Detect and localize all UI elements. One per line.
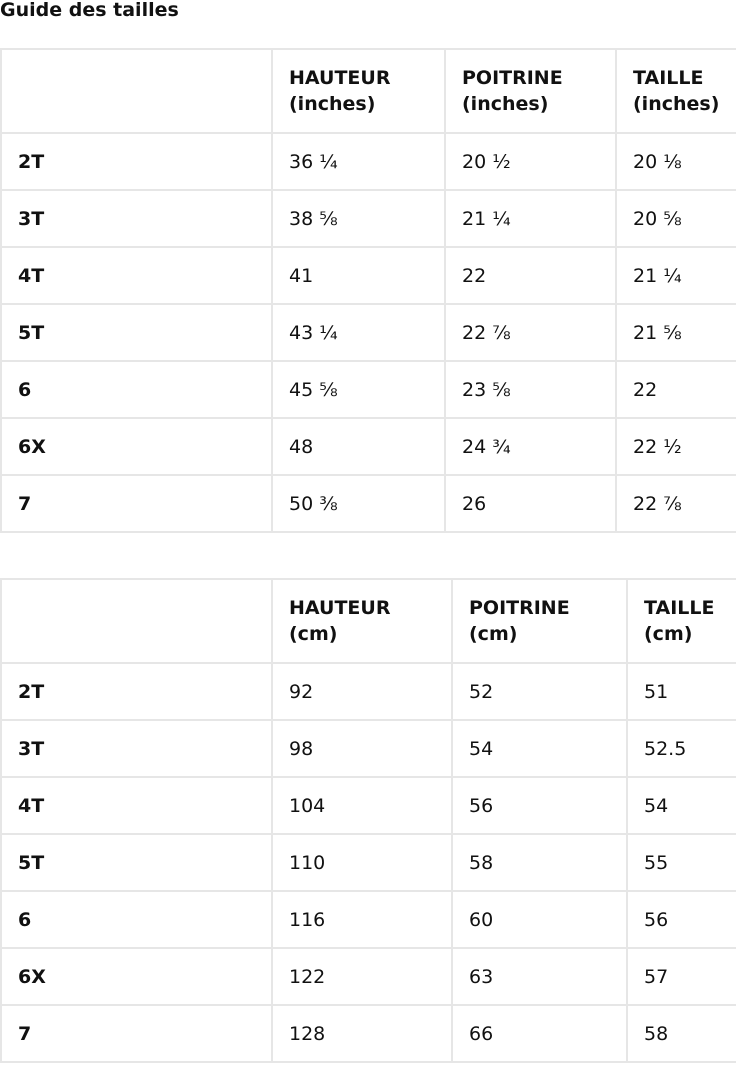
size-label: 3T: [0, 189, 273, 248]
table-row: 6 116 60 56: [0, 890, 736, 949]
measurement-cell: 21 ¼: [615, 246, 736, 305]
table-row: 5T 43 ¼ 22 ⅞ 21 ⅝: [0, 303, 736, 362]
size-label: 6X: [0, 417, 273, 476]
table-row: 6X 122 63 57: [0, 947, 736, 1006]
measurement-cell: 22 ½: [615, 417, 736, 476]
measurement-cell: 57: [626, 947, 736, 1006]
table-row: 6X 48 24 ¾ 22 ½: [0, 417, 736, 476]
size-label: 2T: [0, 662, 273, 721]
column-header: HAUTEUR (inches): [271, 48, 446, 134]
column-header: HAUTEUR (cm): [271, 578, 453, 664]
table-row: 4T 41 22 21 ¼: [0, 246, 736, 305]
measurement-cell: 60: [451, 890, 628, 949]
table-row: 3T 38 ⅝ 21 ¼ 20 ⅝: [0, 189, 736, 248]
column-header: TAILLE (cm): [626, 578, 736, 664]
size-label: 2T: [0, 132, 273, 191]
measurement-cell: 20 ⅝: [615, 189, 736, 248]
measurement-cell: 58: [451, 833, 628, 892]
measurement-cell: 20 ⅛: [615, 132, 736, 191]
measurement-cell: 22 ⅞: [444, 303, 617, 362]
page-title: Guide des tailles: [0, 0, 179, 21]
measurement-cell: 56: [626, 890, 736, 949]
measurement-cell: 56: [451, 776, 628, 835]
column-header: TAILLE (inches): [615, 48, 736, 134]
size-label: 7: [0, 1004, 273, 1063]
measurement-cell: 110: [271, 833, 453, 892]
size-label: 5T: [0, 303, 273, 362]
measurement-cell: 50 ⅜: [271, 474, 446, 533]
measurement-cell: 24 ¾: [444, 417, 617, 476]
measurement-cell: 116: [271, 890, 453, 949]
table-row: 7 50 ⅜ 26 22 ⅞: [0, 474, 736, 533]
measurement-cell: 20 ½: [444, 132, 617, 191]
table-row: 3T 98 54 52.5: [0, 719, 736, 778]
table-row: 6 45 ⅝ 23 ⅝ 22: [0, 360, 736, 419]
size-label: 7: [0, 474, 273, 533]
size-label: 5T: [0, 833, 273, 892]
measurement-cell: 52: [451, 662, 628, 721]
measurement-cell: 38 ⅝: [271, 189, 446, 248]
measurement-cell: 55: [626, 833, 736, 892]
measurement-cell: 23 ⅝: [444, 360, 617, 419]
size-label: 6: [0, 890, 273, 949]
column-header: POITRINE (inches): [444, 48, 617, 134]
measurement-cell: 45 ⅝: [271, 360, 446, 419]
measurement-cell: 98: [271, 719, 453, 778]
measurement-cell: 26: [444, 474, 617, 533]
size-label: 3T: [0, 719, 273, 778]
measurement-cell: 22 ⅞: [615, 474, 736, 533]
measurement-cell: 48: [271, 417, 446, 476]
table-row: 7 128 66 58: [0, 1004, 736, 1063]
measurement-cell: 21 ⅝: [615, 303, 736, 362]
measurement-cell: 21 ¼: [444, 189, 617, 248]
measurement-cell: 122: [271, 947, 453, 1006]
size-table-cm: HAUTEUR (cm) POITRINE (cm) TAILLE (cm) 2T 92…: [0, 578, 736, 1063]
size-label: 6X: [0, 947, 273, 1006]
measurement-cell: 22: [615, 360, 736, 419]
measurement-cell: 41: [271, 246, 446, 305]
size-table-inches: HAUTEUR (inches) POITRINE (inches) TAILLE …: [0, 48, 736, 533]
measurement-cell: 54: [626, 776, 736, 835]
measurement-cell: 128: [271, 1004, 453, 1063]
measurement-cell: 104: [271, 776, 453, 835]
column-header: POITRINE (cm): [451, 578, 628, 664]
size-label: 4T: [0, 776, 273, 835]
column-header: [0, 48, 273, 134]
header-row: HAUTEUR (inches) POITRINE (inches) TAILLE …: [0, 48, 736, 134]
measurement-cell: 54: [451, 719, 628, 778]
measurement-cell: 43 ¼: [271, 303, 446, 362]
measurement-cell: 63: [451, 947, 628, 1006]
measurement-cell: 92: [271, 662, 453, 721]
table-row: 2T 92 52 51: [0, 662, 736, 721]
table-row: 2T 36 ¼ 20 ½ 20 ⅛: [0, 132, 736, 191]
measurement-cell: 22: [444, 246, 617, 305]
header-row: HAUTEUR (cm) POITRINE (cm) TAILLE (cm): [0, 578, 736, 664]
measurement-cell: 36 ¼: [271, 132, 446, 191]
column-header: [0, 578, 273, 664]
measurement-cell: 52.5: [626, 719, 736, 778]
table-row: 5T 110 58 55: [0, 833, 736, 892]
size-label: 4T: [0, 246, 273, 305]
measurement-cell: 51: [626, 662, 736, 721]
size-label: 6: [0, 360, 273, 419]
measurement-cell: 58: [626, 1004, 736, 1063]
measurement-cell: 66: [451, 1004, 628, 1063]
table-row: 4T 104 56 54: [0, 776, 736, 835]
